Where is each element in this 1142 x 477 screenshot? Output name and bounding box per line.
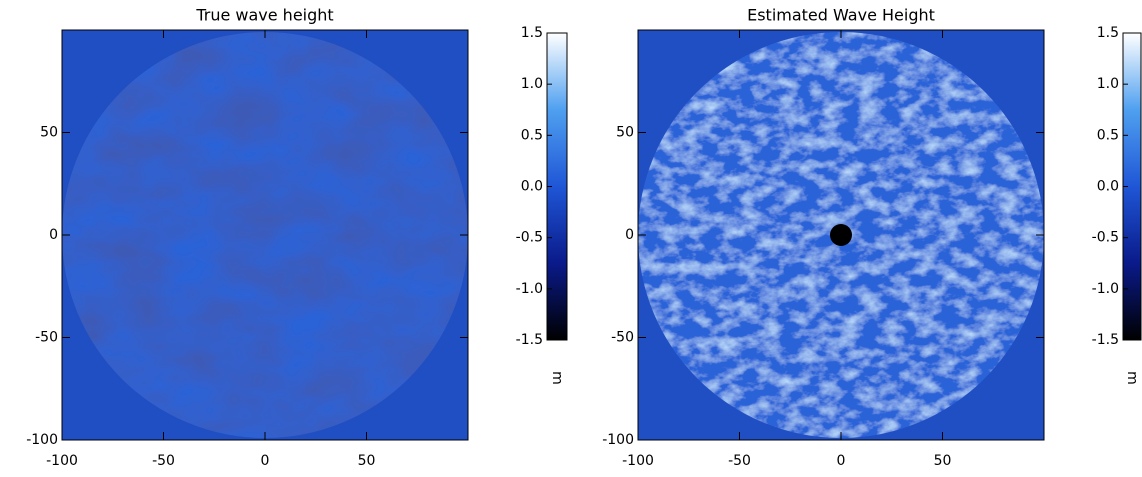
- colorbar-tick-label: 0.5: [521, 127, 543, 143]
- colorbar-tick-label: 0.5: [1097, 127, 1119, 143]
- colorbar-tick-label: 1.5: [521, 25, 543, 41]
- x-tick-label: 0: [261, 453, 270, 469]
- colorbar-tick-label: 1.0: [521, 76, 543, 92]
- colorbar-tick-label: 1.0: [1097, 76, 1119, 92]
- center-hole: [830, 224, 852, 246]
- x-tick-label: 50: [934, 453, 952, 469]
- colorbar-tick-label: 0.0: [1097, 179, 1119, 195]
- chart-title: True wave height: [195, 6, 333, 25]
- colorbar-tick-label: -0.5: [516, 230, 543, 246]
- y-tick-label: -100: [602, 432, 634, 448]
- x-tick-label: 50: [358, 453, 376, 469]
- chart-title: Estimated Wave Height: [747, 6, 935, 25]
- colorbar-tick-label: -1.5: [516, 332, 543, 348]
- y-tick-label: -50: [35, 330, 58, 346]
- wave-field: [62, 32, 468, 438]
- colorbar-tick-label: -0.5: [1092, 230, 1119, 246]
- y-tick-label: -100: [26, 432, 58, 448]
- colorbar-tick-label: 0.0: [521, 179, 543, 195]
- colorbar-tick-label: -1.0: [1092, 281, 1119, 297]
- x-tick-label: -50: [152, 453, 175, 469]
- colorbar-tick-label: 1.5: [1097, 25, 1119, 41]
- x-tick-label: -100: [622, 453, 654, 469]
- y-tick-label: 0: [49, 227, 58, 243]
- y-tick-label: 50: [616, 125, 634, 141]
- colorbar-tick-label: -1.0: [516, 281, 543, 297]
- x-tick-label: 0: [837, 453, 846, 469]
- panel: Estimated Wave Height -100 -50 0 50 -100 -50 0 5…: [602, 6, 1142, 469]
- colorbar-tick-label: -1.5: [1092, 332, 1119, 348]
- y-tick-label: 50: [40, 125, 58, 141]
- y-tick-label: 0: [625, 227, 634, 243]
- panel: True wave height -100 -50 0 50 -100 -50 0 50 -1.5…: [26, 6, 568, 469]
- y-tick-label: -50: [611, 330, 634, 346]
- colorbar-label: m: [549, 371, 565, 385]
- x-tick-label: -50: [728, 453, 751, 469]
- x-tick-label: -100: [46, 453, 78, 469]
- colorbar-label: m: [1124, 371, 1140, 385]
